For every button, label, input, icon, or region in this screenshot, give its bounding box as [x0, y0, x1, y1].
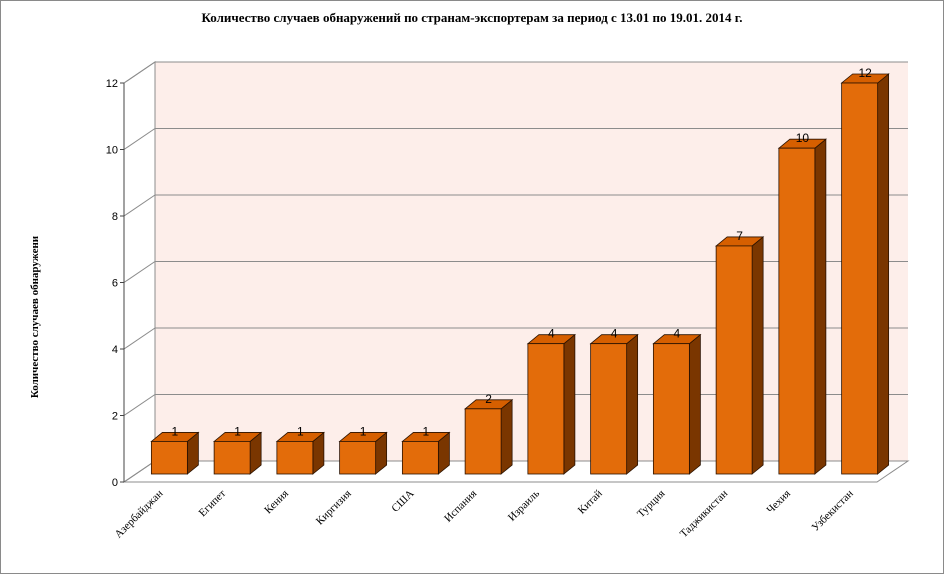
bar	[150, 441, 188, 475]
y-tick-label: 8	[112, 211, 118, 223]
bar	[464, 408, 502, 475]
data-label: 1	[297, 424, 304, 438]
x-tick-label: Таджикистан	[678, 488, 731, 541]
bar-side	[751, 236, 764, 475]
bar	[778, 147, 816, 475]
data-label: 7	[736, 229, 743, 243]
bar-side	[563, 333, 576, 475]
x-tick-label: Испания	[442, 488, 479, 525]
gridline	[123, 261, 908, 283]
bar	[213, 441, 251, 475]
y-tick-label: 6	[112, 278, 118, 290]
y-tick-label: 4	[112, 344, 118, 356]
bar-side	[500, 398, 513, 475]
bar	[339, 441, 377, 475]
bar-side	[626, 333, 639, 475]
x-tick-label: Израиль	[506, 488, 542, 524]
data-label: 1	[423, 424, 430, 438]
data-label: 2	[485, 392, 492, 406]
y-tick-label: 2	[112, 411, 118, 423]
x-tick-label: Турция	[635, 488, 668, 521]
y-tick-label: 12	[106, 78, 118, 90]
x-tick-label: Чехия	[764, 488, 793, 517]
bar-side	[814, 138, 827, 475]
data-label: 4	[611, 327, 618, 341]
y-tick-label: 10	[106, 145, 118, 157]
x-tick-label: США	[389, 488, 416, 515]
chart-title: Количество случаев обнаружений по страна…	[201, 10, 743, 25]
gridline	[123, 327, 908, 350]
bar	[527, 343, 565, 475]
bar	[715, 245, 753, 475]
data-label: 12	[858, 66, 872, 80]
data-label: 1	[172, 424, 179, 438]
x-tick-label: Узбекистан	[810, 488, 856, 534]
data-label: 10	[796, 131, 810, 145]
data-label: 1	[360, 424, 367, 438]
x-tick-label: Египет	[197, 488, 229, 520]
y-tick-label: 0	[112, 477, 118, 489]
bar	[841, 82, 879, 475]
x-tick-label: Кения	[262, 488, 291, 517]
bar	[276, 441, 314, 475]
bar	[590, 343, 628, 475]
bar-side	[688, 333, 701, 475]
x-tick-label: Китай	[576, 488, 605, 517]
bar	[401, 441, 439, 475]
gridline	[123, 61, 908, 84]
x-tick-label: Киргизия	[314, 488, 354, 528]
data-label: 4	[674, 327, 681, 341]
gridline	[123, 194, 908, 217]
data-label: 1	[234, 424, 241, 438]
x-tick-label: Азербайджан	[112, 488, 165, 541]
bar-side	[877, 73, 890, 475]
data-label: 4	[548, 327, 555, 341]
bar	[652, 343, 690, 475]
gridline	[123, 128, 908, 150]
